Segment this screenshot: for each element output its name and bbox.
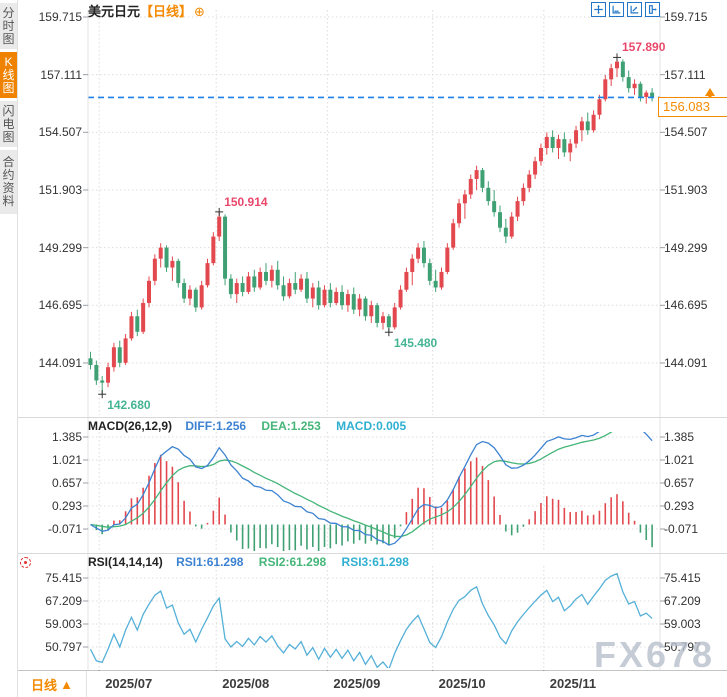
x-axis-label: 2025/09: [333, 676, 381, 691]
x-axis-label: 2025/07: [105, 676, 153, 691]
chart-header: 美元日元【日线】 ⊕: [88, 1, 205, 19]
rsi1-value: RSI1:61.298: [176, 555, 244, 569]
macd-diff-value: DIFF:1.256: [185, 419, 247, 433]
current-price-badge: 156.083: [658, 97, 727, 118]
scale-icon[interactable]: [627, 2, 642, 17]
rsi-name: RSI(14,14,14): [88, 555, 163, 569]
sidebar-tab-label: 闪电图: [2, 103, 15, 144]
sidebar-tab-label: K线图: [2, 54, 15, 95]
period-tag: 【日线】: [140, 4, 193, 19]
sidebar-tab-label: 分时图: [2, 5, 15, 46]
macd-name: MACD(26,12,9): [88, 419, 173, 433]
page-title: 美元日元: [88, 4, 141, 19]
rsi-header: RSI(14,14,14) RSI1:61.298 RSI2:61.298 RS…: [88, 555, 409, 569]
period-selector[interactable]: 日线 ▲: [18, 671, 87, 697]
sidebar-tab-label: 合约资料: [2, 155, 15, 208]
indicator-marker-icon[interactable]: [20, 557, 31, 568]
indicator-add-icon[interactable]: ⊕: [194, 4, 205, 19]
rsi2-value: RSI2:61.298: [258, 555, 327, 569]
rsi3-value: RSI3:61.298: [341, 555, 409, 569]
sidebar-divider: [17, 0, 18, 697]
period-label: 日线: [31, 677, 58, 693]
macd-dea-value: DEA:1.253: [261, 419, 321, 433]
x-axis-label: 2025/10: [438, 676, 486, 691]
exit-icon[interactable]: [645, 2, 660, 17]
x-axis-label: 2025/08: [222, 676, 270, 691]
chart-toolbar: [591, 2, 660, 17]
x-axis-label: 2025/11: [549, 676, 597, 691]
pan-icon[interactable]: [591, 2, 606, 17]
fit-icon[interactable]: [609, 2, 624, 17]
bottom-bar: 日线 ▲ 2025/07 2025/08 2025/09 2025/10 2025/11: [18, 671, 727, 697]
sidebar-tab-2[interactable]: K线图: [0, 52, 17, 98]
current-price-value: 156.083: [663, 99, 710, 115]
sidebar-tab-1[interactable]: 分时图: [0, 3, 17, 49]
macd-macd-value: MACD:0.005: [336, 419, 407, 433]
sidebar-tab-4[interactable]: 合约资料: [0, 150, 17, 214]
macd-header: MACD(26,12,9) DIFF:1.256 DEA:1.253 MACD:…: [88, 419, 406, 433]
period-dropdown-arrow: ▲: [60, 676, 73, 692]
sidebar-tab-3[interactable]: 闪电图: [0, 101, 17, 147]
